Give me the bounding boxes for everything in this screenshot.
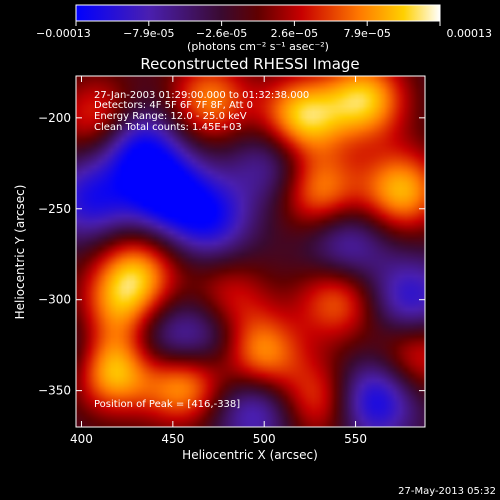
colorbar-tick-label: 2.6e−05 bbox=[271, 27, 318, 40]
y-tick-label: −350 bbox=[38, 384, 71, 398]
y-tick-label: −250 bbox=[38, 202, 71, 216]
colorbar-frame bbox=[75, 4, 441, 22]
y-axis-ticks: −350 −300 −250 −200 bbox=[38, 111, 425, 398]
annotation-detectors: Detectors: 4F 5F 6F 7F 8F, Att 0 bbox=[94, 100, 253, 111]
colorbar-ticks: −0.00013 −7.9e-05 −2.6e-05 2.6e−05 7.9e−05 0.… bbox=[36, 21, 492, 40]
annotation-peak-position: Position of Peak = [416,-338] bbox=[94, 399, 240, 410]
annotation-energy-range: Energy Range: 12.0 - 25.0 keV bbox=[94, 111, 247, 122]
y-tick-label: −200 bbox=[38, 111, 71, 125]
x-tick-label: 500 bbox=[253, 432, 276, 446]
chart-title: Reconstructed RHESSI Image bbox=[140, 55, 359, 73]
x-tick-label: 400 bbox=[70, 432, 93, 446]
colorbar-unit-label: (photons cm⁻² s⁻¹ asec⁻²) bbox=[187, 40, 329, 53]
plot-frame bbox=[75, 75, 426, 428]
y-tick-label: −300 bbox=[38, 293, 71, 307]
colorbar-tick-label: 7.9e−05 bbox=[343, 27, 390, 40]
x-tick-label: 450 bbox=[161, 432, 184, 446]
colorbar-tick-label: −0.00013 bbox=[36, 27, 91, 40]
colorbar bbox=[76, 5, 440, 21]
colorbar-tick-label: 0.00013 bbox=[447, 27, 493, 40]
footer-timestamp: 27-May-2013 05:32 bbox=[398, 486, 496, 497]
x-axis-ticks: 400 450 500 550 bbox=[70, 76, 367, 446]
x-axis-label: Heliocentric X (arcsec) bbox=[182, 448, 318, 462]
annotation-time-range: 27-Jan-2003 01:29:00.000 to 01:32:38.000 bbox=[94, 90, 309, 101]
colorbar-tick-label: −2.6e-05 bbox=[196, 27, 247, 40]
annotation-clean-counts: Clean Total counts: 1.45E+03 bbox=[94, 122, 242, 133]
x-tick-label: 550 bbox=[344, 432, 367, 446]
heatmap-image bbox=[76, 76, 425, 427]
y-axis-label: Heliocentric Y (arcsec) bbox=[13, 185, 27, 320]
colorbar-tick-label: −7.9e-05 bbox=[123, 27, 174, 40]
